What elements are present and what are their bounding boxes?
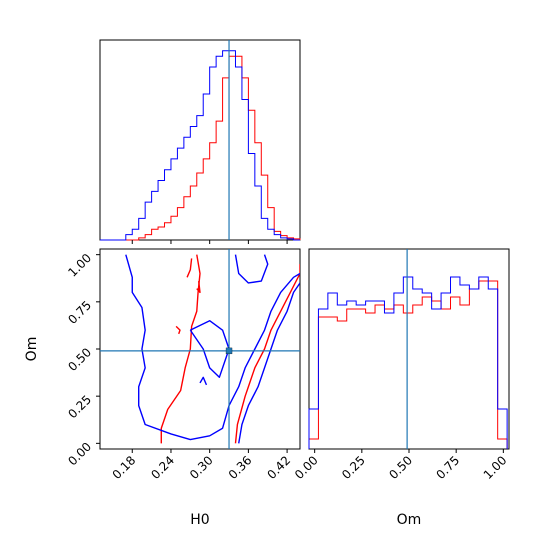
contour-blue-0 [125, 254, 300, 441]
om-hist-tick-label: 0.75 [433, 453, 462, 482]
h0-tick-label: 0.42 [264, 453, 293, 482]
h0-tick-label: 0.36 [226, 453, 255, 482]
om-hist-tick-label: 0.50 [386, 453, 415, 482]
h0-histogram-red [100, 55, 301, 241]
om-histogram-blue [308, 276, 508, 449]
om-tick-label: 0.00 [65, 440, 94, 469]
h0-histogram-panel [99, 39, 301, 241]
h0-tick-label: 0.24 [148, 453, 177, 482]
contour-paths [125, 254, 300, 444]
om-histogram-panel [308, 248, 510, 450]
h0-histogram-blue [100, 50, 300, 241]
h0-histogram-steps [100, 50, 301, 241]
h0-tick-label: 0.30 [187, 453, 216, 482]
x-axis-label-h0: H0 [190, 512, 209, 528]
truth-marker [225, 347, 233, 355]
om-tick-label: 0.25 [65, 392, 94, 421]
contour-red-2 [186, 258, 193, 278]
x-axis-label-om: Om [397, 512, 422, 528]
contour-blue-3 [199, 376, 208, 386]
om-tick-label: 1.00 [65, 251, 94, 280]
om-hist-tick-label: 0.00 [292, 453, 321, 482]
contour-blue-2 [189, 319, 230, 379]
contour-red-1 [234, 264, 300, 444]
om-histogram-steps [308, 276, 508, 449]
om-hist-tick-label: 1.00 [481, 453, 510, 482]
y-axis-label-om: Om [24, 337, 40, 362]
om-tick-label: 0.75 [65, 298, 94, 327]
h0-histogram-frame [99, 39, 301, 241]
contour-blue-1 [238, 282, 300, 444]
contour-red-0 [160, 254, 201, 444]
om-hist-tick-label: 0.25 [339, 453, 368, 482]
contour-red-3 [175, 325, 181, 335]
h0-om-contour-panel [99, 248, 301, 450]
h0-tick-label: 0.18 [110, 453, 139, 482]
om-histogram-red [308, 280, 508, 449]
om-tick-label: 0.50 [65, 345, 94, 374]
contour-red-4 [196, 280, 201, 294]
contour-blue-4 [234, 254, 269, 284]
